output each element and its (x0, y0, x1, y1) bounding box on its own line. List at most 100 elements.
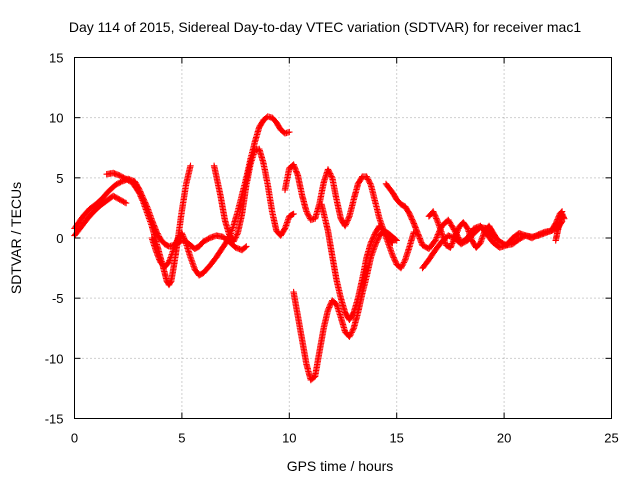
data-point (414, 229, 421, 237)
data-point (385, 241, 392, 248)
data-point (410, 219, 417, 226)
data-point (412, 225, 420, 233)
data-point (408, 214, 415, 222)
data-point (382, 232, 389, 239)
chart-title: Day 114 of 2015, Sidereal Day-to-day VTE… (69, 19, 581, 35)
data-point (326, 302, 333, 310)
data-point (400, 259, 408, 266)
series-arc8 (318, 201, 418, 323)
data-point (397, 264, 405, 272)
data-point (448, 241, 455, 249)
data-point (187, 255, 195, 262)
data-point (453, 229, 460, 236)
data-point (432, 213, 439, 221)
data-point (171, 242, 179, 250)
data-point (390, 254, 397, 261)
data-point (430, 208, 437, 215)
data-point (281, 226, 288, 233)
data-point (181, 238, 189, 245)
data-point (450, 236, 458, 243)
data-point (346, 333, 353, 340)
data-point (349, 326, 357, 333)
data-point (374, 236, 381, 243)
data-point (135, 189, 143, 196)
data-point (349, 327, 356, 335)
data-point (282, 223, 289, 231)
series-arc2 (71, 192, 130, 239)
data-point (439, 231, 446, 238)
data-point (388, 248, 395, 255)
data-point (190, 263, 197, 270)
data-point (381, 229, 388, 236)
data-point (449, 238, 457, 246)
data-point (179, 231, 186, 238)
data-point (386, 244, 393, 251)
data-point (345, 214, 352, 221)
data-point (376, 215, 383, 222)
data-point (348, 329, 355, 336)
data-point (344, 217, 351, 224)
data-point (137, 193, 144, 200)
data-point (399, 260, 407, 268)
data-point (292, 166, 299, 174)
data-point (304, 209, 311, 217)
data-point (417, 236, 424, 243)
data-point (389, 251, 396, 258)
data-point (290, 210, 297, 218)
data-point (152, 248, 160, 255)
data-point (363, 173, 370, 180)
x-tick-label: 10 (282, 431, 296, 446)
data-point (401, 257, 408, 265)
data-point (367, 180, 374, 187)
data-point (304, 211, 312, 218)
data-point (231, 235, 239, 242)
data-point (450, 237, 457, 244)
data-point (383, 236, 391, 243)
data-point (324, 307, 332, 314)
data-point (243, 243, 250, 250)
data-point (156, 256, 163, 263)
data-point (345, 215, 352, 223)
data-point (324, 166, 332, 173)
data-point (415, 232, 422, 239)
data-point (447, 243, 455, 250)
data-point (187, 162, 194, 169)
data-point (365, 177, 372, 184)
data-point (170, 245, 177, 252)
data-markers (71, 113, 568, 384)
data-point (140, 198, 147, 206)
data-point (233, 232, 240, 240)
data-point (154, 252, 161, 259)
y-tick-label: -5 (52, 291, 64, 306)
data-point (325, 305, 332, 312)
data-point (408, 216, 416, 223)
data-point (434, 232, 441, 240)
y-tick-label: 15 (49, 51, 63, 66)
data-point (373, 239, 380, 246)
data-point (169, 249, 176, 257)
data-point (180, 235, 188, 242)
series-arc1 (71, 175, 250, 254)
x-tick-label: 15 (389, 431, 403, 446)
data-point (433, 234, 440, 241)
data-point (303, 208, 310, 215)
data-point (122, 199, 130, 207)
data-point (406, 210, 413, 218)
data-point (229, 224, 237, 231)
x-tick-label: 25 (604, 431, 618, 446)
data-point (434, 219, 442, 226)
y-axis-label: SDTVAR / TECUs (8, 182, 24, 294)
data-point (373, 237, 381, 245)
data-point (290, 162, 298, 170)
data-point (327, 301, 334, 308)
data-point (493, 236, 501, 243)
data-point (343, 220, 350, 227)
data-point (392, 236, 399, 243)
data-point (454, 226, 462, 234)
data-point (435, 222, 443, 229)
data-point (138, 195, 146, 203)
data-point (432, 237, 439, 244)
data-point (285, 216, 292, 223)
data-point (392, 258, 399, 265)
